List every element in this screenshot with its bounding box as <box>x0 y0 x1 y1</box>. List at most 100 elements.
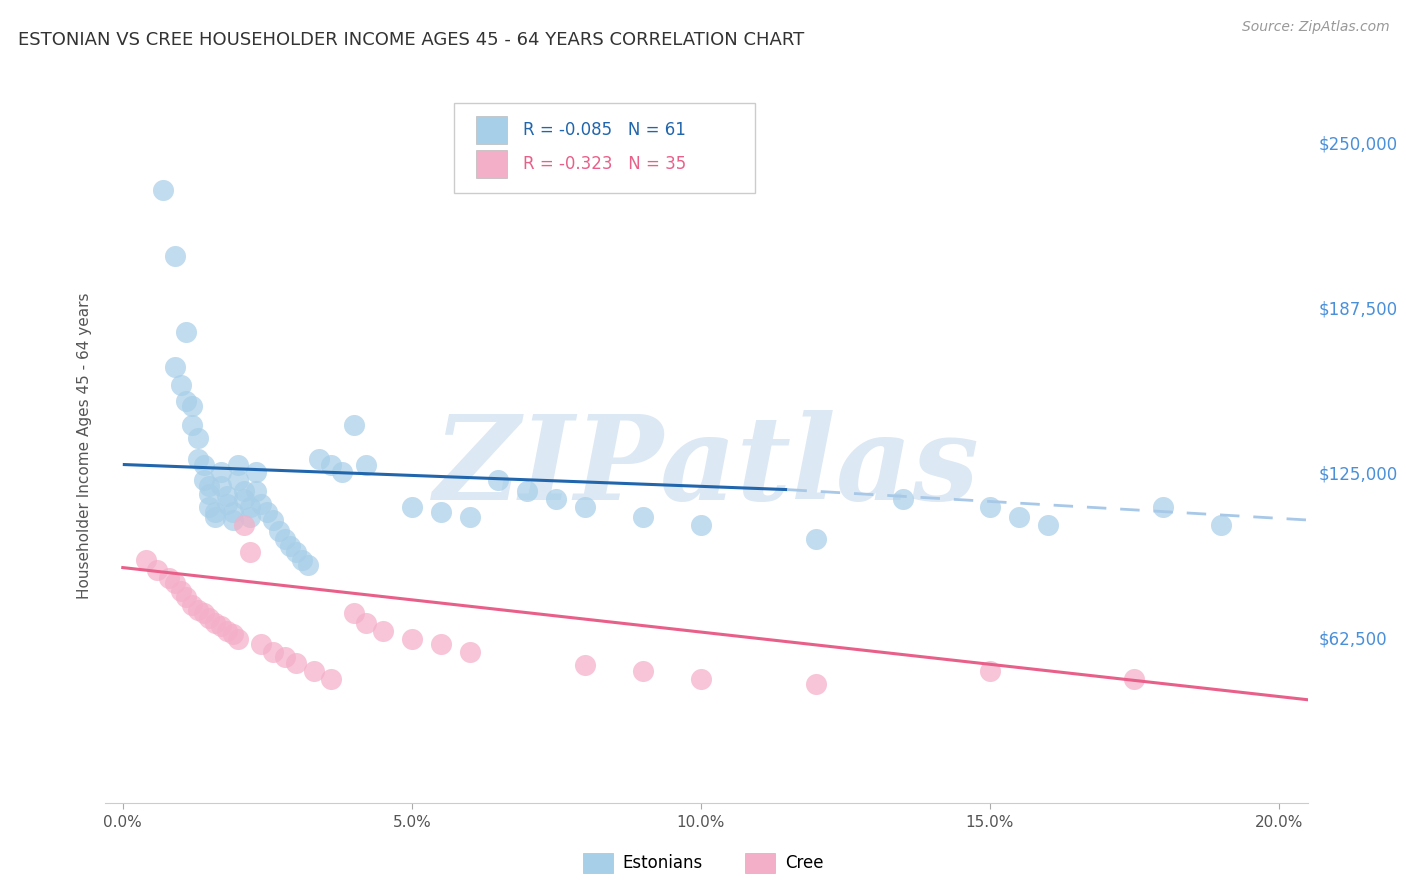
Point <box>152 183 174 197</box>
Point <box>198 500 221 514</box>
Point <box>187 603 209 617</box>
Point <box>891 491 914 506</box>
Point <box>371 624 394 638</box>
Point <box>631 664 654 678</box>
Point <box>221 626 243 640</box>
Point <box>458 645 481 659</box>
Point <box>204 510 226 524</box>
Point <box>262 513 284 527</box>
Point <box>228 458 250 472</box>
Point <box>354 458 377 472</box>
Point <box>193 606 215 620</box>
Point <box>297 558 319 572</box>
Point <box>343 417 366 432</box>
Point <box>221 513 243 527</box>
FancyBboxPatch shape <box>454 103 755 193</box>
Point <box>198 486 221 500</box>
Point <box>401 632 423 646</box>
Point <box>233 491 256 506</box>
Text: ESTONIAN VS CREE HOUSEHOLDER INCOME AGES 45 - 64 YEARS CORRELATION CHART: ESTONIAN VS CREE HOUSEHOLDER INCOME AGES… <box>18 31 804 49</box>
Point <box>250 637 273 651</box>
Point <box>273 650 295 665</box>
Text: R = -0.323   N = 35: R = -0.323 N = 35 <box>523 155 686 173</box>
Point <box>308 452 330 467</box>
Point <box>332 466 354 480</box>
FancyBboxPatch shape <box>475 150 508 178</box>
Point <box>273 532 295 546</box>
Text: R = -0.085   N = 61: R = -0.085 N = 61 <box>523 121 686 139</box>
Point <box>1123 672 1146 686</box>
Point <box>291 552 314 566</box>
Point <box>239 510 262 524</box>
Point <box>806 532 828 546</box>
Point <box>215 624 238 638</box>
Point <box>401 500 423 514</box>
Legend: Estonians, Cree: Estonians, Cree <box>576 847 830 880</box>
Point <box>209 478 232 492</box>
Point <box>429 505 451 519</box>
Point <box>319 672 342 686</box>
Point <box>228 474 250 488</box>
Point <box>458 510 481 524</box>
Point <box>516 483 538 498</box>
Point <box>689 672 711 686</box>
Point <box>176 326 198 340</box>
Point <box>157 571 180 585</box>
Point <box>233 518 256 533</box>
Text: Source: ZipAtlas.com: Source: ZipAtlas.com <box>1241 20 1389 34</box>
Point <box>631 510 654 524</box>
Point <box>163 576 186 591</box>
Point <box>209 466 232 480</box>
Point <box>209 618 232 632</box>
Point <box>228 632 250 646</box>
Point <box>429 637 451 651</box>
Point <box>285 656 308 670</box>
Point <box>546 491 568 506</box>
Text: ZIPatlas: ZIPatlas <box>433 410 980 524</box>
Point <box>280 540 302 554</box>
Point <box>267 524 290 538</box>
Point <box>574 658 596 673</box>
Point <box>221 505 243 519</box>
Point <box>187 431 209 445</box>
Point <box>181 400 204 414</box>
Point <box>285 545 308 559</box>
Point <box>574 500 596 514</box>
Point <box>169 584 191 599</box>
Point <box>239 545 262 559</box>
Point <box>806 677 828 691</box>
Point <box>245 483 267 498</box>
Point <box>187 452 209 467</box>
Point <box>239 500 262 514</box>
Point <box>204 505 226 519</box>
Point <box>262 645 284 659</box>
Point <box>233 483 256 498</box>
Point <box>176 590 198 604</box>
Point <box>176 394 198 409</box>
Point <box>163 359 186 374</box>
Point <box>689 518 711 533</box>
Point <box>979 664 1001 678</box>
Point <box>250 497 273 511</box>
Point <box>193 458 215 472</box>
Point <box>1036 518 1059 533</box>
Point <box>169 378 191 392</box>
Point <box>198 478 221 492</box>
Point <box>146 563 169 577</box>
Point <box>979 500 1001 514</box>
Point <box>354 616 377 631</box>
Point <box>204 616 226 631</box>
Point <box>256 505 278 519</box>
Point <box>198 611 221 625</box>
Point <box>215 489 238 503</box>
Point <box>245 466 267 480</box>
Point <box>319 458 342 472</box>
Point <box>181 598 204 612</box>
Point <box>181 417 204 432</box>
FancyBboxPatch shape <box>475 116 508 145</box>
Point <box>163 249 186 263</box>
Point <box>343 606 366 620</box>
Point <box>1007 510 1029 524</box>
Point <box>135 552 157 566</box>
Y-axis label: Householder Income Ages 45 - 64 years: Householder Income Ages 45 - 64 years <box>76 293 91 599</box>
